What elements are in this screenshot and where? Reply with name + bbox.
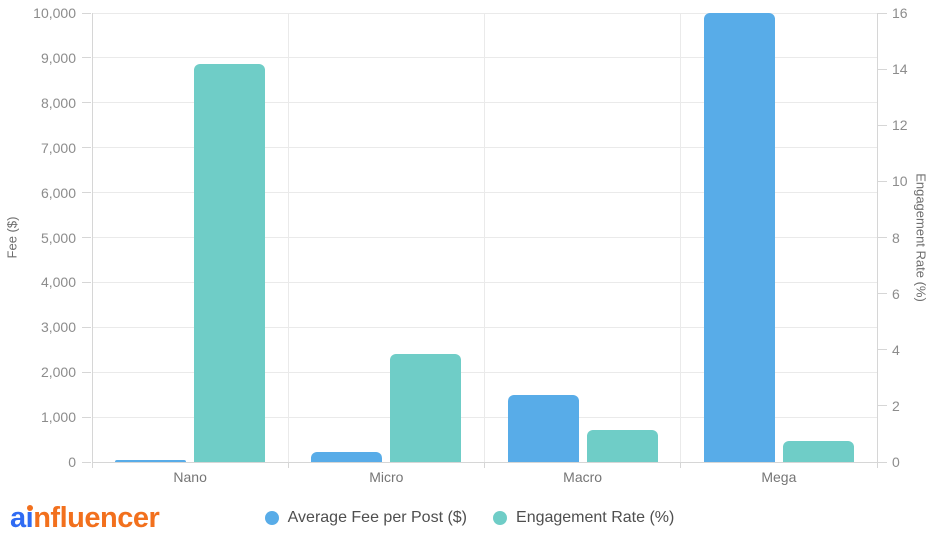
- right-axis-tick: [878, 405, 887, 407]
- category-axis-tick: [680, 462, 682, 468]
- logo-text-rest: nfluencer: [33, 502, 160, 534]
- logo-text-a: a: [10, 502, 26, 534]
- logo-text-i: i: [26, 502, 34, 535]
- legend-label-average-fee: Average Fee per Post ($): [287, 509, 468, 526]
- category-axis-tick: [484, 462, 485, 468]
- left-axis-tick: [82, 416, 91, 418]
- left-axis-tick-label: 4,000: [40, 274, 76, 291]
- right-axis-tick-label: 16: [892, 5, 908, 21]
- gridline-vertical: [876, 13, 878, 462]
- logo-i-dot-icon: [26, 505, 33, 511]
- left-axis-tick: [82, 192, 91, 194]
- left-axis-tick: [82, 147, 91, 149]
- bar-engagement-mega[interactable]: [782, 440, 854, 462]
- left-axis-tick-label: 9,000: [40, 49, 76, 66]
- left-axis-tick: [82, 371, 91, 373]
- right-axis-tick-label: 6: [892, 285, 900, 302]
- right-axis-tick-label: 4: [892, 341, 900, 358]
- left-axis-tick: [82, 102, 91, 104]
- category-axis-tick: [91, 462, 93, 468]
- gridline-vertical: [91, 13, 93, 462]
- right-axis-tick: [878, 68, 887, 70]
- left-axis-tick-label: 3,000: [40, 319, 76, 336]
- right-axis-tick-label: 14: [892, 61, 908, 78]
- right-axis-tick-label: 0: [892, 454, 900, 470]
- left-axis-tick-label: 2,000: [40, 364, 76, 381]
- legend-item-engagement-rate[interactable]: Engagement Rate (%): [493, 509, 674, 527]
- bar-fee-mega[interactable]: [703, 13, 775, 462]
- bar-fee-micro[interactable]: [311, 452, 383, 462]
- right-axis-tick-label: 12: [892, 117, 908, 134]
- bar-engagement-micro[interactable]: [390, 353, 462, 462]
- gridline-vertical: [287, 13, 289, 462]
- right-axis-tick: [878, 237, 887, 238]
- left-axis-tick-label: 1,000: [40, 409, 76, 426]
- legend-label-engagement-rate: Engagement Rate (%): [516, 509, 675, 526]
- legend-item-average-fee[interactable]: Average Fee per Post ($): [264, 509, 468, 527]
- left-axis-tick: [82, 57, 91, 59]
- left-axis-tick: [82, 461, 91, 463]
- left-axis-tick-label: 0: [68, 454, 76, 470]
- right-axis-tick: [878, 461, 887, 463]
- bar-engagement-macro[interactable]: [586, 429, 658, 462]
- ainfluencer-logo[interactable]: a influencer: [10, 502, 160, 535]
- gridline-vertical: [680, 13, 682, 462]
- category-axis-tick: [287, 462, 289, 468]
- right-axis-tick: [878, 124, 887, 126]
- bar-engagement-nano[interactable]: [194, 63, 266, 462]
- left-axis-tick: [82, 237, 91, 238]
- right-axis-tick: [878, 293, 887, 295]
- right-axis-tick-label: 10: [892, 173, 908, 190]
- bar-fee-nano[interactable]: [115, 459, 187, 462]
- category-label-micro: Micro: [369, 469, 404, 485]
- left-axis-tick-label: 5,000: [40, 229, 76, 246]
- gridline-vertical: [484, 13, 485, 462]
- logo-text-i-letter: i: [25, 502, 34, 534]
- category-label-nano: Nano: [173, 469, 207, 485]
- chart-legend: Average Fee per Post ($) Engagement Rate…: [0, 509, 939, 527]
- right-axis-tick-label: 8: [892, 229, 900, 246]
- right-axis-tick: [878, 180, 887, 182]
- right-axis-tick-label: 2: [892, 397, 900, 414]
- left-axis-tick: [82, 12, 91, 14]
- left-axis-tick: [82, 281, 91, 283]
- category-axis-tick: [876, 462, 878, 468]
- left-axis-tick: [82, 326, 91, 328]
- left-axis-tick-label: 7,000: [40, 139, 76, 156]
- left-axis-tick-label: 8,000: [40, 94, 76, 111]
- left-axis-tick-label: 10,000: [33, 5, 76, 21]
- category-label-macro: Macro: [563, 469, 603, 485]
- category-label-mega: Mega: [761, 469, 797, 485]
- right-axis-tick: [878, 12, 887, 14]
- bar-fee-macro[interactable]: [507, 394, 579, 462]
- left-axis-tick-label: 6,000: [40, 184, 76, 201]
- legend-dot-engagement-rate-icon: [493, 511, 508, 525]
- right-axis-tick: [878, 349, 887, 351]
- legend-dot-average-fee-icon: [264, 511, 279, 525]
